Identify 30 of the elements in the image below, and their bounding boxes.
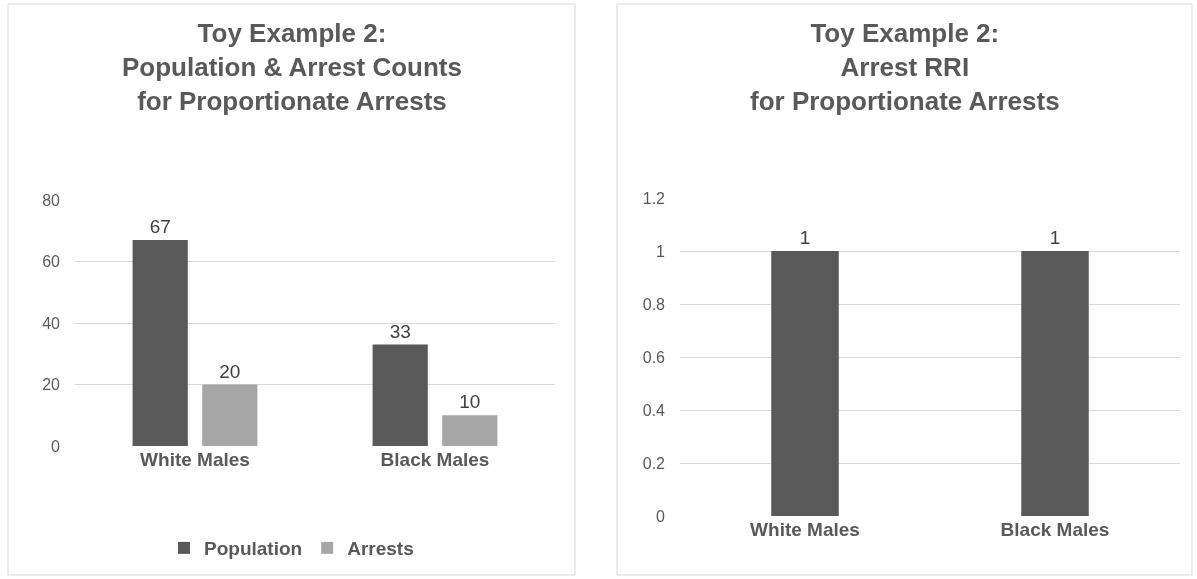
x-tick-label: Black Males [380,449,490,470]
x-tick-label: White Males [140,449,250,470]
y-tick-label: 1.2 [642,189,666,207]
data-label: 20 [219,360,241,382]
chart-title: Toy Example 2: Arrest RRI for Proportionate Arrests [750,18,1060,116]
chart-title: Toy Example 2: Population & Arrest Counts for Proportionate Arrests [122,18,462,116]
y-tick-label: 0.2 [642,454,666,472]
data-label: 10 [459,391,481,413]
y-tick-label: 40 [42,314,61,332]
data-label: 67 [149,215,171,237]
y-tick-label: 0.4 [642,401,666,419]
bar [372,344,428,446]
y-tick-label: 60 [42,253,61,271]
y-tick-label: 0.6 [642,348,666,366]
legend-label: Arrests [347,538,414,560]
bar [132,239,188,446]
y-tick-label: 80 [42,191,61,209]
data-label: 1 [1049,227,1061,248]
bar [202,384,258,446]
x-tick-label: Black Males [1000,519,1110,540]
legend-label: Population [204,538,303,560]
bar [442,415,498,446]
y-tick-label: 0 [656,507,666,525]
x-tick-label: White Males [750,519,860,540]
y-tick-label: 20 [42,376,61,394]
data-label: 33 [389,320,411,342]
y-tick-label: 1 [656,242,666,260]
y-tick-label: 0 [51,437,61,455]
data-label: 1 [799,227,811,248]
y-tick-label: 0.8 [642,295,666,313]
